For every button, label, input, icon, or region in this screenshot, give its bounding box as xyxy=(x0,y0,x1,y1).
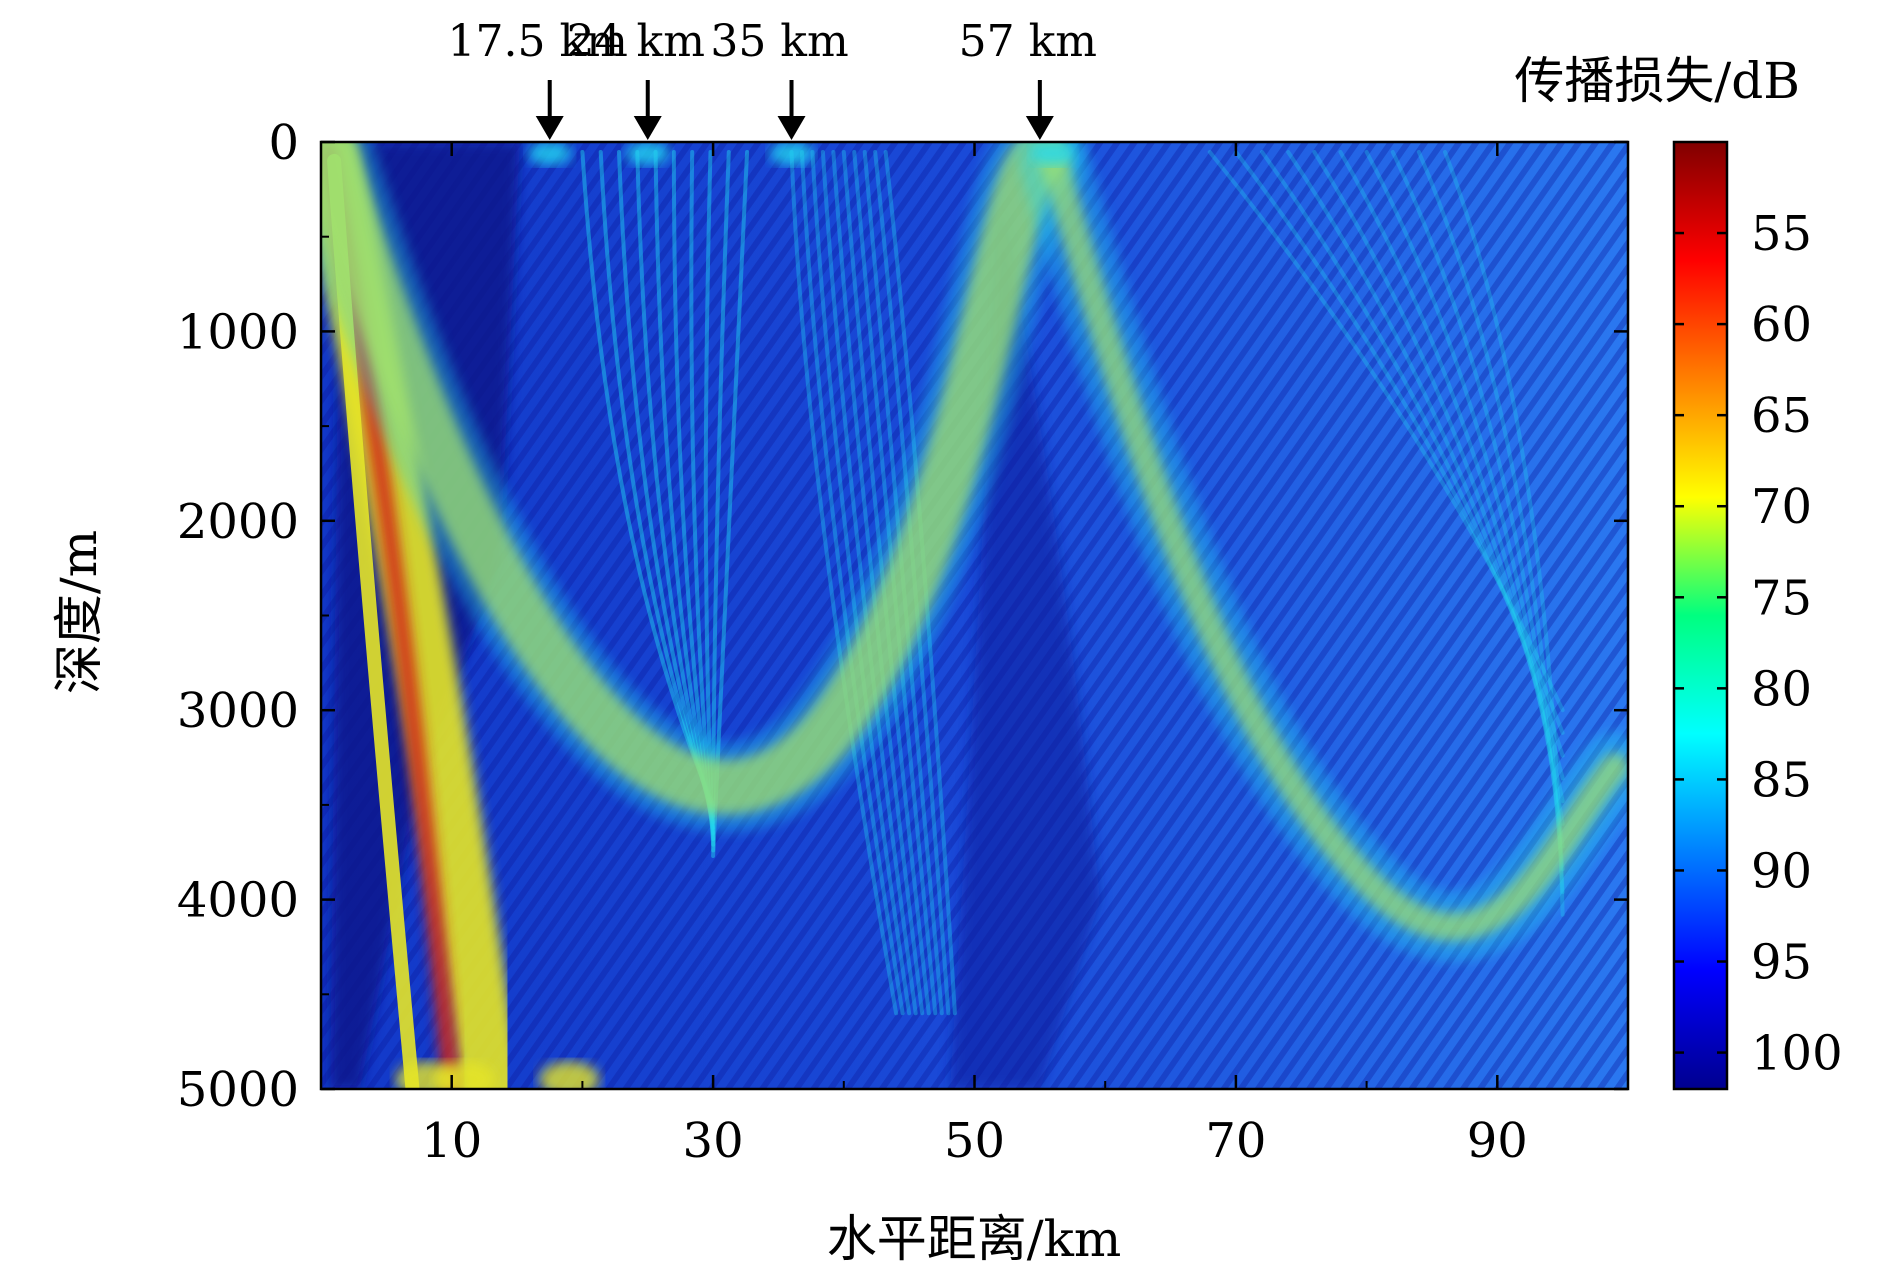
bottom-focus xyxy=(539,1061,600,1089)
x-axis: 10 30 50 70 90 xyxy=(421,142,1528,1169)
y-tick-label: 5000 xyxy=(177,1062,299,1118)
colorbar-tick-label: 90 xyxy=(1751,843,1812,899)
range-annotation: 35 km xyxy=(710,16,849,140)
colorbar-ticks: 55 60 65 70 75 80 85 90 95 100 xyxy=(1674,206,1843,1082)
ray-band xyxy=(1207,150,1565,713)
ray-band xyxy=(1233,150,1565,735)
surface-convergence xyxy=(625,142,670,166)
ray-band xyxy=(321,142,1085,833)
ray-band xyxy=(799,150,905,1016)
annotation-label: 24 km xyxy=(567,16,705,67)
ray-band xyxy=(1312,150,1565,804)
colorbar-label: 传播损失/dB xyxy=(1514,52,1800,110)
range-annotation: 24 km xyxy=(567,16,705,140)
annotation-arrow-head xyxy=(1025,116,1054,140)
y-axis: 0 1000 2000 3000 4000 5000 xyxy=(177,115,1628,1118)
ray-band xyxy=(1338,150,1565,826)
ray-band xyxy=(810,150,912,1016)
ray-band xyxy=(1286,150,1565,781)
colorbar-tick-label: 85 xyxy=(1751,752,1812,808)
annotation-label: 57 km xyxy=(959,16,1097,67)
surface-convergence xyxy=(769,142,814,166)
y-tick-label: 4000 xyxy=(177,873,299,929)
x-axis-label: 水平距离/km xyxy=(827,1210,1122,1268)
ray-band xyxy=(789,150,899,1016)
colorbar-tick-label: 65 xyxy=(1751,388,1812,444)
ray-band xyxy=(1443,150,1565,917)
colorbar-tick-label: 80 xyxy=(1751,661,1812,717)
ray-band xyxy=(831,150,925,1016)
surface-convergence xyxy=(527,142,572,166)
colorbar-tick-label: 75 xyxy=(1751,570,1812,626)
colorbar-tick-label: 60 xyxy=(1751,297,1812,353)
x-tick-label: 70 xyxy=(1205,1113,1266,1169)
x-tick-label: 90 xyxy=(1467,1113,1528,1169)
colorbar-tick-label: 100 xyxy=(1751,1026,1843,1082)
ray-band xyxy=(841,150,931,1016)
annotation-label: 35 km xyxy=(710,16,848,67)
y-tick-label: 1000 xyxy=(177,304,299,360)
annotation-arrow-head xyxy=(633,116,662,140)
colorbar-tick-label: 70 xyxy=(1751,479,1812,535)
ray-band xyxy=(1416,150,1565,895)
colorbar-tick-label: 95 xyxy=(1751,935,1812,991)
y-tick-label: 2000 xyxy=(177,494,299,550)
heatmap xyxy=(321,142,1628,1089)
colorbar-gradient xyxy=(1672,140,1729,1091)
ray-band xyxy=(820,150,918,1016)
annotation-arrow-head xyxy=(777,116,806,140)
surface-convergence xyxy=(1030,142,1075,166)
y-axis-label: 深度/m xyxy=(50,530,108,694)
y-tick-label: 3000 xyxy=(177,683,299,739)
ray-paths xyxy=(321,142,1628,1089)
ray-band xyxy=(1017,142,1628,962)
x-tick-label: 10 xyxy=(421,1113,482,1169)
bottom-focus xyxy=(434,1061,495,1089)
range-annotation: 57 km xyxy=(959,16,1097,140)
colorbar-tick-label: 55 xyxy=(1751,206,1812,262)
colorbar: 55 60 65 70 75 80 85 90 95 100 传播损失/dB xyxy=(1514,52,1843,1091)
y-tick-label: 0 xyxy=(268,115,299,171)
x-tick-label: 30 xyxy=(683,1113,744,1169)
annotation-label: 17.5 km xyxy=(448,16,628,67)
ray-band xyxy=(1364,150,1565,849)
range-annotation: 17.5 km xyxy=(448,16,628,140)
x-tick-label: 50 xyxy=(944,1113,1005,1169)
ray-band xyxy=(1260,150,1565,758)
ray-band xyxy=(1390,150,1565,872)
annotation-arrow-head xyxy=(535,116,564,140)
